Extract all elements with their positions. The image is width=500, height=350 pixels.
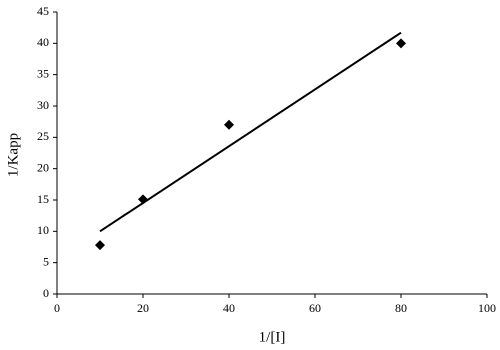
point <box>95 240 105 251</box>
y-tick-label: 40 <box>37 35 49 49</box>
y-tick-label: 25 <box>37 129 49 143</box>
x-tick-label: 20 <box>137 301 149 315</box>
y-tick-label: 5 <box>43 254 49 268</box>
point <box>138 194 148 205</box>
y-tick-label: 15 <box>37 192 49 206</box>
point <box>224 119 234 130</box>
y-tick-label: 45 <box>37 4 49 18</box>
point <box>396 38 406 49</box>
trendline <box>99 31 402 233</box>
x-tick-label: 80 <box>395 301 407 315</box>
x-tick-label: 0 <box>54 301 60 315</box>
y-tick-label: 20 <box>37 160 49 174</box>
x-tick-label: 40 <box>223 301 235 315</box>
x-tick-label: 60 <box>309 301 321 315</box>
y-tick-label: 30 <box>37 98 49 112</box>
y-tick-label: 35 <box>37 66 49 80</box>
x-tick-label: 100 <box>478 301 496 315</box>
x-axis-label: 1/[I] <box>259 329 286 345</box>
y-tick-label: 0 <box>43 286 49 300</box>
y-axis-label: 1/Kapp <box>5 133 21 177</box>
y-tick-label: 10 <box>37 223 49 237</box>
